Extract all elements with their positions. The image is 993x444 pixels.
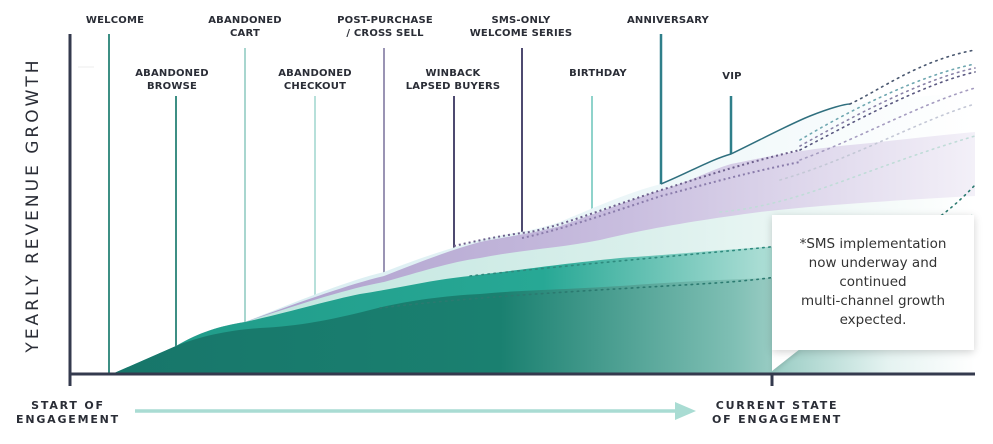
label-abandoned-checkout: ABANDONED CHECKOUT xyxy=(278,68,352,92)
area-layers xyxy=(112,93,975,374)
x-axis-start-label: START OF ENGAGEMENT xyxy=(16,399,120,426)
label-birthday: BIRTHDAY xyxy=(569,68,627,79)
label-welcome: WELCOME xyxy=(85,15,145,26)
label-abandoned-browse: ABANDONED BROWSE xyxy=(135,68,209,92)
projected-line-5 xyxy=(799,87,976,161)
area-welcome xyxy=(112,273,975,374)
note-callout-tail xyxy=(772,349,800,371)
projected-line-6 xyxy=(779,103,976,181)
label-vip: VIP xyxy=(722,71,742,82)
y-axis-label: YEARLY REVENUE GROWTH xyxy=(23,57,43,353)
projected-line-3 xyxy=(799,67,976,147)
projected-line-1 xyxy=(849,49,976,105)
boundary-lines xyxy=(453,103,851,247)
projected-line-4 xyxy=(799,71,976,151)
label-post-purchase: POST-PURCHASE / CROSS SELL xyxy=(337,15,433,39)
sms-note-callout: *SMS implementation now underway and con… xyxy=(772,215,974,350)
label-abandoned-cart: ABANDONED CART xyxy=(208,15,282,39)
progress-arrow[interactable] xyxy=(135,402,696,420)
axes xyxy=(68,34,975,386)
top-boundary-line xyxy=(660,103,851,185)
label-winback: WINBACK LAPSED BUYERS xyxy=(405,68,501,92)
x-axis-end-label: CURRENT STATE OF ENGAGEMENT xyxy=(712,399,843,426)
label-anniversary: ANNIVERSARY xyxy=(626,15,710,26)
label-sms-only: SMS-ONLY WELCOME SERIES xyxy=(469,15,573,39)
sms-note-text: *SMS implementation now underway and con… xyxy=(799,236,947,328)
purple-dotted-line xyxy=(453,149,801,247)
projected-line-7 xyxy=(719,135,976,213)
purple-dotted-line-2 xyxy=(521,161,801,239)
projected-line-2 xyxy=(799,63,976,141)
